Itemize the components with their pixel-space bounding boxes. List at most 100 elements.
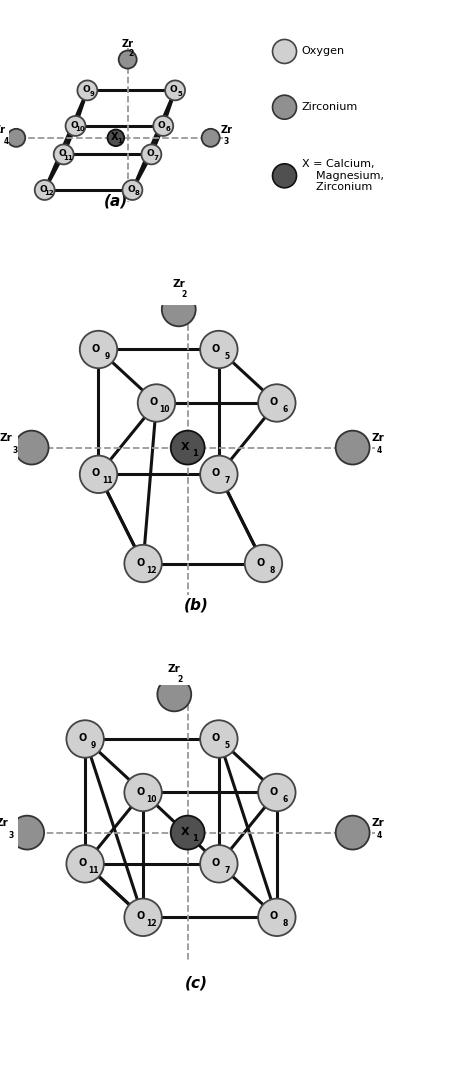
Text: (b): (b) (184, 597, 208, 612)
Circle shape (7, 129, 25, 147)
Circle shape (258, 898, 295, 936)
Circle shape (124, 545, 162, 582)
Text: X: X (181, 827, 189, 837)
Text: 7: 7 (224, 866, 229, 875)
Text: O: O (70, 121, 78, 130)
Text: O: O (269, 911, 278, 921)
Text: O: O (78, 733, 86, 743)
Circle shape (272, 95, 296, 119)
Text: Zr: Zr (0, 818, 8, 828)
Circle shape (162, 293, 195, 326)
Circle shape (201, 129, 219, 147)
Text: 2: 2 (177, 674, 182, 684)
Circle shape (10, 816, 44, 849)
Text: Zr: Zr (0, 125, 6, 135)
Text: 12: 12 (146, 566, 157, 575)
Circle shape (153, 116, 173, 136)
Text: 9: 9 (104, 352, 109, 360)
Circle shape (107, 130, 124, 146)
Circle shape (54, 145, 73, 164)
Circle shape (200, 456, 237, 493)
Circle shape (200, 720, 237, 758)
Circle shape (200, 331, 237, 368)
Text: O: O (91, 468, 100, 478)
Text: 4: 4 (4, 137, 9, 146)
Circle shape (15, 431, 48, 464)
Text: 2: 2 (127, 49, 133, 58)
Circle shape (66, 720, 104, 758)
Text: 11: 11 (88, 866, 99, 875)
Circle shape (66, 845, 104, 882)
Text: Zr: Zr (121, 39, 133, 48)
Text: 10: 10 (159, 405, 170, 414)
Circle shape (137, 384, 175, 421)
Text: 8: 8 (134, 191, 139, 196)
Circle shape (124, 898, 162, 936)
Text: 9: 9 (89, 91, 94, 96)
Text: 9: 9 (91, 741, 96, 750)
Text: 6: 6 (282, 794, 287, 804)
Text: O: O (212, 858, 220, 868)
Text: O: O (212, 343, 220, 354)
Circle shape (200, 845, 237, 882)
Circle shape (272, 40, 296, 63)
Circle shape (258, 384, 295, 421)
Text: O: O (136, 787, 144, 796)
Text: 7: 7 (224, 476, 229, 486)
Text: O: O (157, 121, 165, 130)
Circle shape (124, 774, 162, 812)
Text: O: O (82, 86, 90, 94)
Text: O: O (91, 343, 100, 354)
Text: O: O (212, 733, 220, 743)
Circle shape (170, 816, 204, 849)
Circle shape (77, 80, 97, 101)
Circle shape (80, 456, 117, 493)
Circle shape (335, 431, 369, 464)
Text: Zr: Zr (0, 432, 12, 443)
Text: Zr: Zr (172, 279, 185, 288)
Circle shape (258, 774, 295, 812)
Text: 5: 5 (224, 352, 229, 360)
Text: O: O (146, 149, 153, 159)
Circle shape (80, 331, 117, 368)
Text: 8: 8 (268, 566, 274, 575)
Text: Zr: Zr (371, 818, 384, 828)
Text: 3: 3 (13, 446, 18, 455)
Circle shape (141, 145, 161, 164)
Text: 5: 5 (177, 91, 182, 96)
Text: O: O (58, 149, 66, 159)
Text: 11: 11 (101, 476, 112, 486)
Text: O: O (256, 557, 264, 567)
Text: 2: 2 (181, 289, 186, 299)
Text: 4: 4 (376, 446, 382, 455)
Text: 1: 1 (192, 834, 198, 843)
Text: 1: 1 (117, 137, 122, 144)
Text: 10: 10 (75, 126, 85, 133)
Text: Zr: Zr (371, 432, 384, 443)
Text: 3: 3 (223, 137, 228, 146)
Circle shape (272, 164, 296, 188)
Text: 8: 8 (282, 920, 287, 928)
Circle shape (335, 816, 369, 849)
Text: O: O (39, 185, 47, 194)
Text: O: O (269, 397, 278, 407)
Text: O: O (136, 557, 144, 567)
Text: (c): (c) (185, 976, 207, 991)
Text: 10: 10 (146, 794, 157, 804)
Text: 12: 12 (44, 191, 54, 196)
Circle shape (66, 116, 85, 136)
Text: O: O (212, 468, 220, 478)
Text: 5: 5 (224, 741, 229, 750)
Text: O: O (169, 86, 177, 94)
Text: O: O (149, 397, 157, 407)
Text: O: O (269, 787, 278, 796)
Text: 3: 3 (8, 831, 13, 839)
Text: X = Calcium,
    Magnesium,
    Zirconium: X = Calcium, Magnesium, Zirconium (301, 160, 383, 192)
Text: Zr: Zr (167, 664, 180, 674)
Text: (a): (a) (103, 194, 128, 209)
Text: 6: 6 (165, 126, 170, 133)
Text: 11: 11 (63, 154, 73, 161)
Text: 7: 7 (153, 154, 158, 161)
Text: 1: 1 (192, 449, 198, 458)
Circle shape (35, 180, 55, 200)
